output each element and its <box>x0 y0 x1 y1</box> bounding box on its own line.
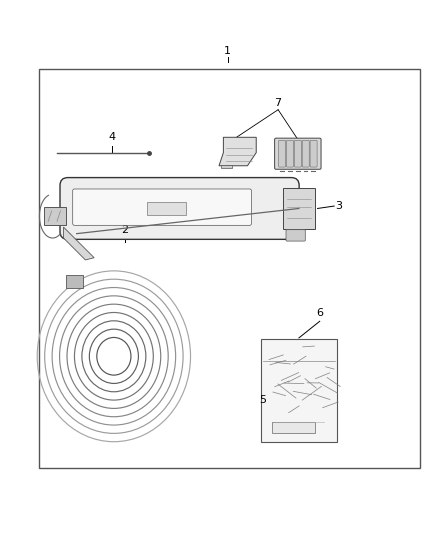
FancyBboxPatch shape <box>279 140 286 167</box>
FancyBboxPatch shape <box>310 140 317 167</box>
Text: 7: 7 <box>275 98 282 108</box>
Bar <box>44 207 66 225</box>
Bar <box>147 201 186 215</box>
Text: 4: 4 <box>108 132 115 142</box>
Text: 1: 1 <box>224 46 231 56</box>
FancyBboxPatch shape <box>294 140 301 167</box>
Polygon shape <box>219 138 256 166</box>
Polygon shape <box>64 227 94 260</box>
Text: 5: 5 <box>259 395 266 405</box>
Polygon shape <box>221 165 232 168</box>
Text: 3: 3 <box>335 201 342 211</box>
Text: 2: 2 <box>121 224 128 235</box>
FancyBboxPatch shape <box>275 138 321 169</box>
Bar <box>272 422 315 433</box>
FancyBboxPatch shape <box>73 189 251 225</box>
Text: 6: 6 <box>316 308 323 318</box>
Bar <box>39 69 420 468</box>
FancyBboxPatch shape <box>286 230 305 241</box>
FancyBboxPatch shape <box>286 140 293 167</box>
FancyBboxPatch shape <box>60 177 299 239</box>
FancyBboxPatch shape <box>302 140 309 167</box>
Bar <box>66 275 83 288</box>
Polygon shape <box>283 188 315 229</box>
Bar <box>261 339 337 442</box>
